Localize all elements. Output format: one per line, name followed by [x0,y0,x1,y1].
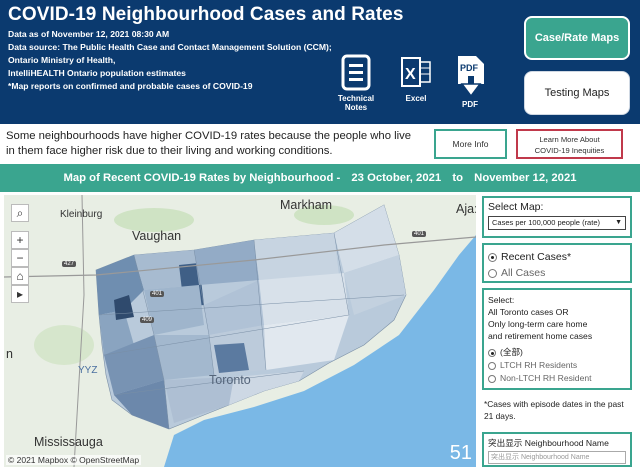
ltc-line-4: and retirement home cases [488,331,593,341]
radio-ltch-rh-residents[interactable]: LTCH RH Residents [488,359,626,372]
map-overlay-number: 51 [449,442,472,464]
radio-non-ltch-rh-resident[interactable]: Non-LTCH RH Resident [488,372,626,385]
case-type-panel: Recent Cases* All Cases [482,243,632,283]
place-label-kleinburg: Kleinburg [60,209,103,220]
learn-more-line-1: Learn More About [539,135,600,144]
ltc-filter-panel: Select: All Toronto cases OR Only long-t… [482,288,632,390]
place-label-markham: Markham [280,198,333,212]
place-label-edge: n [6,347,13,361]
radio-selected-icon [488,252,497,262]
play-button[interactable]: ▸ [11,285,29,303]
ltc-line-1: Select: [488,295,515,305]
highway-shield-401-west: 401 [150,291,165,297]
select-map-panel: Select Map: Cases per 100,000 people (ra… [482,196,632,238]
excel-button[interactable]: X Excel [386,54,446,103]
place-label-airport: YYZ [78,365,98,376]
select-map-label: Select Map: [488,201,544,213]
place-label-toronto: Toronto [209,373,251,387]
highway-shield-427: 427 [62,261,77,267]
document-icon [341,54,371,91]
map-title-banner: Map of Recent COVID-19 Rates by Neighbou… [0,164,640,192]
place-label-vaughan: Vaughan [132,229,182,243]
excel-icon: X [401,57,431,87]
radio-recent-cases-label: Recent Cases* [501,251,572,263]
chevron-down-icon: ▼ [615,219,622,226]
header: COVID-19 Neighbourhood Cases and Rates D… [0,0,640,124]
data-as-of: Data as of November 12, 2021 08:30 AM [8,29,170,39]
neighbourhood-map[interactable]: ⌕ + − ⌂ ▸ Kleinburg Vaughan Markham Aja:… [4,195,476,467]
radio-unselected-icon [488,268,497,278]
excel-label: Excel [405,94,427,103]
case-rate-maps-button[interactable]: Case/Rate Maps [524,16,630,60]
map-to-date: November 12, 2021 [474,172,577,184]
select-map-dropdown[interactable]: Cases per 100,000 people (rate) ▼ [488,216,626,230]
neighbourhood-search-input[interactable]: 突出显示 Neighbourhood Name [488,451,626,464]
radio-all-cases-label: All Cases [501,267,546,279]
source-line-1: Data source: The Public Health Case and … [8,42,332,52]
neighbourhood-search-panel: 突出显示 Neighbourhood Name 突出显示 Neighbourho… [482,432,632,467]
radio-recent-cases[interactable]: Recent Cases* [488,249,626,265]
source-line-2: Ontario Ministry of Health, [8,55,116,65]
radio-non-ltch-rh-resident-label: Non-LTCH RH Resident [500,373,592,383]
pdf-button[interactable]: PDF PDF [440,54,500,109]
map-from-date: 23 October, 2021 [351,172,442,184]
data-source-info: Data as of November 12, 2021 08:30 AM Da… [8,28,332,93]
zoom-in-button[interactable]: + [11,231,29,249]
learn-more-line-2: COVID-19 Inequities [534,146,605,155]
recent-cases-note: *Cases with episode dates in the past 21… [484,399,624,421]
more-info-button[interactable]: More Info [434,129,507,159]
map-to-word: to [452,172,464,184]
neighbourhood-search-label: 突出显示 Neighbourhood Name [488,438,609,448]
testing-maps-button[interactable]: Testing Maps [524,71,630,115]
source-line-4: *Map reports on confirmed and probable c… [8,81,253,91]
radio-ltch-rh-residents-label: LTCH RH Residents [500,360,578,370]
learn-more-inequities-button[interactable]: Learn More About COVID-19 Inequities [516,129,623,159]
radio-unselected-icon [488,361,496,370]
radio-ltc-all[interactable]: (全部) [488,346,626,359]
highway-shield-409: 409 [140,317,155,323]
ltc-line-3: Only long-term care home [488,319,588,329]
highway-shield-401-east: 401 [412,231,427,237]
ltc-line-2: All Toronto cases OR [488,307,569,317]
map-attribution[interactable]: © 2021 Mapbox © OpenStreetMap [6,455,142,465]
source-line-3: IntelliHEALTH Ontario population estimat… [8,68,186,78]
map-title-prefix: Map of Recent COVID-19 Rates by Neighbou… [63,172,341,184]
intro-text: Some neighbourhoods have higher COVID-19… [6,130,412,157]
map-canvas[interactable] [4,195,476,467]
radio-ltc-all-label: (全部) [500,347,523,357]
pdf-label: PDF [462,100,478,109]
place-label-mississauga: Mississauga [34,435,103,449]
zoom-out-button[interactable]: − [11,249,29,267]
map-search-button[interactable]: ⌕ [11,204,29,222]
technical-notes-button[interactable]: Technical Notes [326,54,386,112]
pdf-download-icon: PDF [458,56,484,98]
technical-notes-label: Technical Notes [337,94,375,112]
svg-text:PDF: PDF [460,63,479,73]
page-title: COVID-19 Neighbourhood Cases and Rates [8,4,404,25]
svg-text:X: X [405,66,416,83]
radio-selected-icon [488,348,496,357]
select-map-value: Cases per 100,000 people (rate) [492,218,600,227]
home-button[interactable]: ⌂ [11,267,29,285]
radio-unselected-icon [488,374,496,383]
place-label-ajax: Aja: [456,202,476,216]
radio-all-cases[interactable]: All Cases [488,265,626,281]
